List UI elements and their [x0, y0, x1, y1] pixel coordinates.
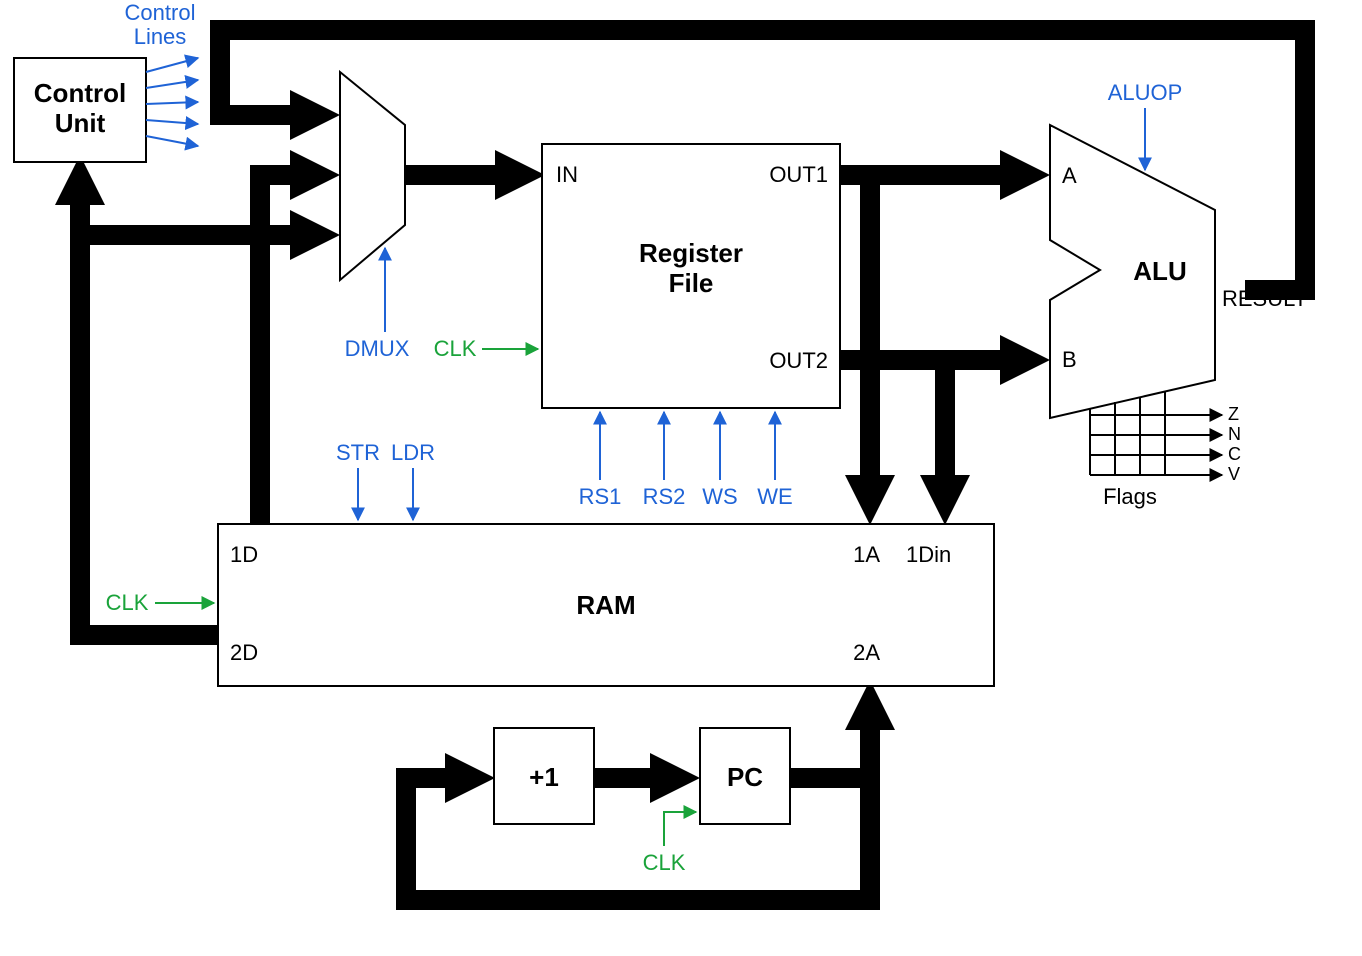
flag-z: Z: [1228, 404, 1239, 424]
cpu-datapath-diagram: Control Unit Control Lines DMUX Register…: [0, 0, 1362, 956]
ws-label: WS: [702, 484, 737, 509]
regfile-port-in: IN: [556, 162, 578, 187]
control-unit-title-1: Control: [34, 78, 126, 108]
regfile-title-2: File: [669, 268, 714, 298]
regfile-clk-label: CLK: [434, 336, 477, 361]
dmux-label: DMUX: [345, 336, 410, 361]
we-label: WE: [757, 484, 792, 509]
pc-title: PC: [727, 762, 763, 792]
ram-port-1d: 1D: [230, 542, 258, 567]
incrementer-title: +1: [529, 762, 559, 792]
flag-n: N: [1228, 424, 1241, 444]
ldr-label: LDR: [391, 440, 435, 465]
ram-clk-label: CLK: [106, 590, 149, 615]
flag-v: V: [1228, 464, 1240, 484]
alu-title: ALU: [1133, 256, 1186, 286]
alu-port-b: B: [1062, 347, 1077, 372]
regfile-title-1: Register: [639, 238, 743, 268]
aluop-label: ALUOP: [1108, 80, 1183, 105]
ram-title: RAM: [576, 590, 635, 620]
ram-port-1din: 1Din: [906, 542, 951, 567]
flag-c: C: [1228, 444, 1241, 464]
ram-port-2a: 2A: [853, 640, 880, 665]
control-lines-label-2: Lines: [134, 24, 187, 49]
regfile-port-out2: OUT2: [769, 348, 828, 373]
pc-clk-label: CLK: [643, 850, 686, 875]
ram-port-1a: 1A: [853, 542, 880, 567]
alu-port-a: A: [1062, 163, 1077, 188]
rs1-label: RS1: [579, 484, 622, 509]
flags-label: Flags: [1103, 484, 1157, 509]
control-lines-label-1: Control: [125, 0, 196, 25]
control-unit-title-2: Unit: [55, 108, 106, 138]
ram-port-2d: 2D: [230, 640, 258, 665]
regfile-port-out1: OUT1: [769, 162, 828, 187]
rs2-label: RS2: [643, 484, 686, 509]
alu-port-result: RESULT: [1222, 286, 1307, 311]
mux-block: [340, 72, 405, 280]
str-label: STR: [336, 440, 380, 465]
